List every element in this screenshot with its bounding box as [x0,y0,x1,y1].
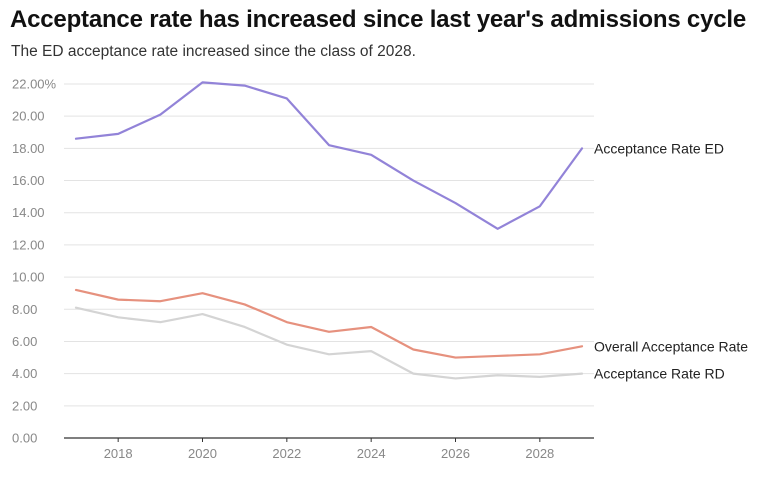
y-tick-label: 8.00 [12,302,37,317]
y-tick-label: 10.00 [12,270,45,285]
x-tick-label: 2018 [104,446,133,461]
x-tick-label: 2026 [441,446,470,461]
y-tick-label: 18.00 [12,141,45,156]
series-lines [74,81,584,380]
y-tick-label: 14.00 [12,205,45,220]
y-tick-label: 2.00 [12,398,37,413]
series-line-acceptance-rate-ed [74,81,584,230]
chart-subtitle: The ED acceptance rate increased since t… [11,43,416,60]
series-label: Acceptance Rate ED [594,140,724,156]
y-tick-label: 6.00 [12,334,37,349]
series-line-overall-acceptance-rate [74,288,584,359]
y-tick-label: 20.00 [12,109,45,124]
series-labels: Acceptance Rate ED Overall Acceptance Rat… [594,140,748,381]
series-label: Overall Acceptance Rate [594,338,748,354]
chart-title: Acceptance rate has increased since last… [10,6,746,33]
gridlines [64,83,594,407]
series-line-acceptance-rate-rd [74,306,584,380]
y-tick-label: 4.00 [12,366,37,381]
x-tick-label: 2024 [357,446,386,461]
series-label: Acceptance Rate RD [594,366,725,382]
x-tick-label: 2020 [188,446,217,461]
y-tick-label: 0.00 [12,431,37,446]
y-tick-label: 16.00 [12,173,45,188]
x-tick-label: 2028 [525,446,554,461]
axes: 0.00 2.00 4.00 6.00 8.00 10.00 12.00 14.00 16.00… [12,77,594,461]
y-tick-label: 22.00% [12,77,57,92]
x-tick-label: 2022 [272,446,301,461]
y-tick-label: 12.00 [12,237,45,252]
